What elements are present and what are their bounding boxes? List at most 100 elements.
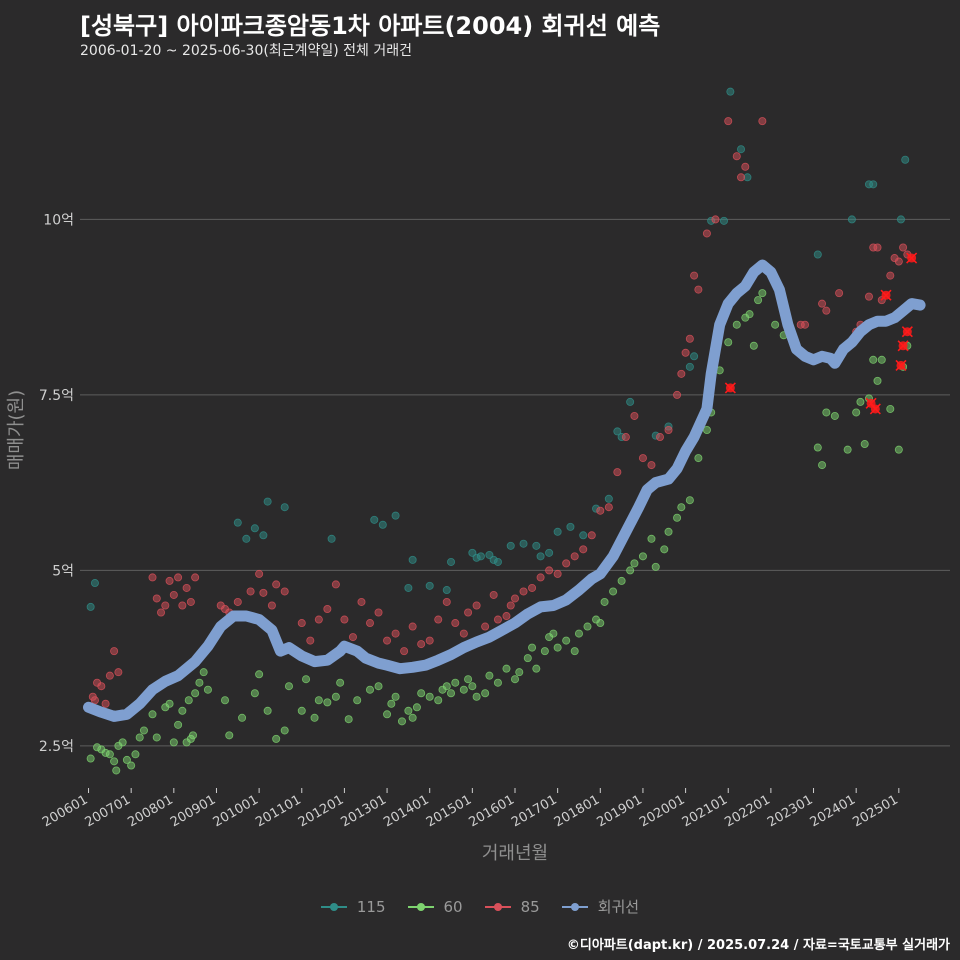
highlight-marker bbox=[906, 252, 918, 264]
data-point-85 bbox=[178, 601, 187, 610]
x-axis-ticks: 2006012007012008012009012010012011012012… bbox=[40, 788, 901, 830]
legend-item-115[interactable]: 115 bbox=[320, 898, 386, 916]
data-point-60 bbox=[630, 559, 639, 568]
data-point-60 bbox=[813, 443, 822, 452]
data-point-85 bbox=[323, 605, 332, 614]
data-point-60 bbox=[387, 699, 396, 708]
data-point-85 bbox=[267, 601, 276, 610]
data-point-85 bbox=[233, 597, 242, 606]
data-point-85 bbox=[148, 573, 157, 582]
data-point-60 bbox=[105, 750, 114, 759]
data-point-60 bbox=[397, 717, 406, 726]
data-point-85 bbox=[545, 566, 554, 575]
legend-item-85[interactable]: 85 bbox=[484, 898, 540, 916]
data-point-60 bbox=[771, 320, 780, 329]
data-point-85 bbox=[489, 590, 498, 599]
data-point-115 bbox=[566, 522, 575, 531]
data-point-85 bbox=[340, 615, 349, 624]
data-point-85 bbox=[528, 583, 537, 592]
data-point-60 bbox=[886, 404, 895, 413]
data-point-85 bbox=[383, 636, 392, 645]
data-point-115 bbox=[869, 180, 878, 189]
data-point-85 bbox=[408, 622, 417, 631]
x-tick-label: 201801 bbox=[552, 792, 602, 830]
data-point-85 bbox=[434, 615, 443, 624]
highlight-marker bbox=[901, 326, 913, 338]
data-point-60 bbox=[178, 706, 187, 715]
data-point-85 bbox=[864, 292, 873, 301]
highlight-marker bbox=[869, 403, 881, 415]
data-point-85 bbox=[647, 461, 656, 470]
data-point-115 bbox=[813, 250, 822, 259]
data-point-60 bbox=[894, 445, 903, 454]
data-point-115 bbox=[896, 215, 905, 224]
data-point-85 bbox=[621, 433, 630, 442]
data-point-85 bbox=[835, 289, 844, 298]
data-point-60 bbox=[112, 766, 121, 775]
data-point-60 bbox=[617, 576, 626, 585]
data-point-85 bbox=[570, 552, 579, 561]
data-point-115 bbox=[726, 87, 735, 96]
data-point-85 bbox=[331, 580, 340, 589]
legend-key-115 bbox=[320, 901, 347, 913]
data-point-60 bbox=[732, 320, 741, 329]
data-point-85 bbox=[638, 454, 647, 463]
data-point-60 bbox=[297, 706, 306, 715]
data-point-60 bbox=[110, 757, 119, 766]
data-point-85 bbox=[493, 615, 502, 624]
x-tick-label: 201701 bbox=[509, 792, 559, 830]
data-point-85 bbox=[157, 608, 166, 617]
data-point-60 bbox=[481, 689, 490, 698]
data-point-60 bbox=[353, 696, 362, 705]
data-point-60 bbox=[225, 731, 234, 740]
data-point-115 bbox=[901, 155, 910, 164]
data-point-60 bbox=[169, 738, 178, 747]
data-point-115 bbox=[263, 497, 272, 506]
legend-label: 60 bbox=[443, 897, 463, 916]
y-axis-ticks: 2.5억 5억 7.5억 10억 bbox=[39, 212, 74, 754]
data-point-85 bbox=[348, 633, 357, 642]
data-point-85 bbox=[724, 117, 733, 126]
data-point-85 bbox=[681, 348, 690, 357]
data-point-60 bbox=[442, 682, 451, 691]
highlight-marker bbox=[724, 382, 736, 394]
data-point-85 bbox=[536, 573, 545, 582]
x-tick-label: 201001 bbox=[211, 792, 261, 830]
data-point-85 bbox=[604, 503, 613, 512]
data-point-60 bbox=[626, 566, 635, 575]
data-point-85 bbox=[596, 506, 605, 515]
data-point-85 bbox=[801, 320, 810, 329]
data-point-115 bbox=[408, 555, 417, 564]
legend-key-60 bbox=[407, 901, 434, 913]
x-tick-label: 200601 bbox=[40, 792, 90, 830]
data-point-60 bbox=[284, 682, 293, 691]
x-tick-label: 201601 bbox=[467, 792, 517, 830]
grid-lines bbox=[80, 218, 950, 747]
data-point-115 bbox=[553, 527, 562, 536]
x-tick-label: 201401 bbox=[381, 792, 431, 830]
data-point-60 bbox=[549, 629, 558, 638]
legend-item-regression[interactable]: 회귀선 bbox=[561, 896, 639, 917]
data-point-85 bbox=[741, 162, 750, 171]
x-tick-label: 202201 bbox=[722, 792, 772, 830]
data-point-60 bbox=[272, 734, 281, 743]
legend-item-60[interactable]: 60 bbox=[407, 897, 463, 916]
data-point-85 bbox=[297, 619, 306, 628]
data-point-60 bbox=[195, 678, 204, 687]
data-point-60 bbox=[383, 710, 392, 719]
data-point-85 bbox=[105, 671, 114, 680]
data-point-85 bbox=[451, 619, 460, 628]
data-point-85 bbox=[357, 597, 366, 606]
data-point-85 bbox=[97, 682, 106, 691]
data-point-85 bbox=[374, 608, 383, 617]
data-point-60 bbox=[830, 411, 839, 420]
data-point-85 bbox=[186, 597, 195, 606]
y-tick-label: 2.5억 bbox=[39, 739, 74, 755]
chart-legend: 115 60 85 회귀선 bbox=[0, 896, 960, 917]
data-point-60 bbox=[139, 726, 148, 735]
y-tick-label: 10억 bbox=[43, 212, 74, 228]
data-point-60 bbox=[651, 562, 660, 571]
data-point-60 bbox=[749, 341, 758, 350]
data-point-60 bbox=[468, 682, 477, 691]
data-point-85 bbox=[182, 583, 191, 592]
